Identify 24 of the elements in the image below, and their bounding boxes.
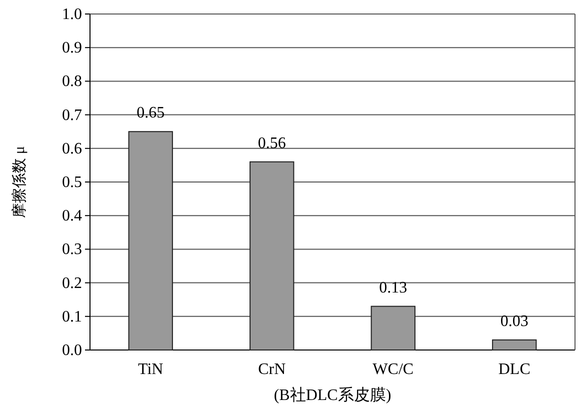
- y-tick-label: 0.3: [62, 241, 82, 258]
- y-tick-label: 0.2: [62, 274, 82, 292]
- data-label: 0.03: [500, 312, 528, 330]
- y-tick-label: 0.7: [62, 106, 82, 124]
- bar: [370, 306, 416, 350]
- y-tick-label: 0.4: [62, 208, 82, 225]
- y-tick-label: 0.9: [62, 40, 82, 57]
- bar: [128, 131, 173, 350]
- y-tick-label: 0.8: [62, 73, 82, 90]
- y-tick-label: 0.6: [62, 140, 82, 158]
- x-tick-label: DLC: [498, 361, 530, 378]
- x-tick-label: TiN: [138, 361, 164, 378]
- x-tick-label: CrN: [258, 361, 286, 378]
- bar: [250, 161, 294, 350]
- data-label: 0.13: [379, 279, 408, 296]
- y-tick-label: 0.1: [62, 308, 82, 326]
- y-tick-label: 1.0: [62, 6, 82, 23]
- y-tick-label: 0.5: [62, 174, 82, 191]
- y-tick-label: 0.0: [62, 342, 82, 359]
- bar: [492, 339, 537, 350]
- data-label: 0.56: [258, 134, 286, 152]
- y-axis-title: 摩擦係数 μ: [11, 146, 28, 218]
- x-tick-label: WC/C: [372, 361, 414, 378]
- x-axis-title: (B社DLC系皮膜): [274, 386, 392, 404]
